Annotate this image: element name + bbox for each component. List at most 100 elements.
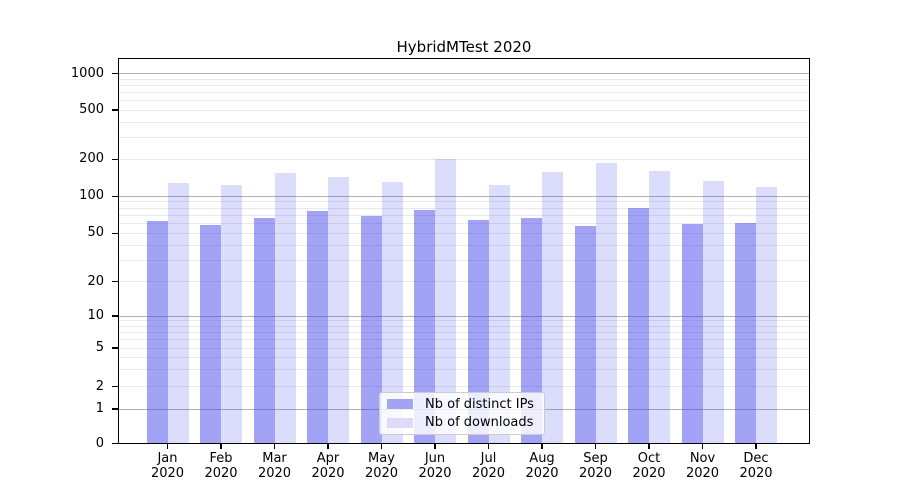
legend-label-distinct-ips: Nb of distinct IPs bbox=[425, 396, 534, 412]
y-tick-label-500: 500 bbox=[79, 102, 104, 117]
x-tick-label-jan: Jan 2020 bbox=[150, 451, 185, 481]
x-tick-label-dec: Dec 2020 bbox=[739, 451, 773, 481]
x-tick-mark bbox=[166, 444, 169, 449]
gridline-minor bbox=[119, 320, 809, 322]
x-tick-label-mar: Mar 2020 bbox=[257, 451, 292, 481]
x-tick-mark bbox=[701, 444, 704, 449]
bar-downloads-dec bbox=[756, 187, 777, 444]
bar-distinct-ips-apr bbox=[307, 210, 328, 444]
y-tick-label-2: 2 bbox=[95, 378, 104, 394]
chart-title: HybridMTest 2020 bbox=[396, 38, 532, 56]
y-tick-label-50: 50 bbox=[87, 225, 104, 241]
gridline-minor bbox=[119, 78, 809, 80]
bar-distinct-ips-jan bbox=[146, 220, 168, 444]
gridline-minor bbox=[119, 325, 809, 327]
bar-downloads-sep bbox=[595, 162, 617, 444]
gridline-minor bbox=[119, 158, 809, 160]
gridline-minor bbox=[119, 281, 809, 282]
bar-downloads-aug bbox=[542, 171, 563, 444]
x-tick-mark bbox=[380, 444, 383, 449]
legend-label-downloads: Nb of downloads bbox=[425, 415, 534, 431]
x-tick-mark bbox=[327, 444, 329, 449]
x-tick-label-aug: Aug 2020 bbox=[525, 451, 559, 481]
y-tick-mark bbox=[112, 315, 118, 317]
bar-downloads-jul bbox=[488, 185, 510, 444]
y-tick-label-20: 20 bbox=[87, 273, 104, 289]
x-tick-mark bbox=[220, 444, 222, 449]
bar-distinct-ips-nov bbox=[681, 223, 703, 444]
x-tick-label-apr: Apr 2020 bbox=[311, 451, 345, 481]
gridline-minor bbox=[119, 369, 809, 371]
gridline-minor bbox=[119, 244, 809, 246]
bar-downloads-oct bbox=[649, 171, 670, 444]
y-tick-label-1000: 1000 bbox=[70, 65, 104, 81]
x-tick-label-feb: Feb 2020 bbox=[204, 451, 238, 481]
y-tick-label-5: 5 bbox=[95, 340, 104, 355]
bar-distinct-ips-sep bbox=[574, 226, 596, 444]
bar-distinct-ips-aug bbox=[521, 218, 542, 444]
x-tick-label-jul: Jul 2020 bbox=[471, 451, 506, 481]
gridline-minor bbox=[119, 121, 809, 123]
x-tick-mark bbox=[594, 444, 597, 449]
gridline-minor bbox=[119, 91, 809, 93]
y-tick-mark bbox=[112, 442, 118, 445]
legend-swatch-distinct-ips bbox=[387, 399, 413, 410]
bar-downloads-jun bbox=[435, 159, 456, 444]
gridline-minor bbox=[119, 259, 809, 261]
x-tick-label-may: May 2020 bbox=[364, 451, 399, 481]
x-tick-mark bbox=[273, 444, 276, 449]
gridline-minor bbox=[119, 386, 809, 388]
gridline-minor bbox=[119, 109, 809, 111]
y-tick-label-100: 100 bbox=[79, 188, 104, 204]
gridline-minor bbox=[119, 331, 809, 333]
x-tick-mark bbox=[487, 444, 490, 449]
y-tick-mark bbox=[112, 109, 118, 111]
gridline-minor bbox=[119, 339, 809, 341]
x-tick-label-oct: Oct 2020 bbox=[632, 451, 666, 481]
y-tick-mark bbox=[112, 158, 118, 160]
bar-downloads-nov bbox=[702, 180, 724, 444]
bar-distinct-ips-mar bbox=[253, 217, 275, 444]
legend-item-downloads: Nb of downloads bbox=[387, 415, 544, 430]
y-tick-mark bbox=[112, 232, 118, 234]
gridline-minor bbox=[119, 99, 809, 101]
bar-downloads-may bbox=[381, 181, 403, 444]
y-tick-label-1: 1 bbox=[95, 401, 104, 416]
y-tick-label-10: 10 bbox=[87, 308, 104, 323]
y-tick-label-200: 200 bbox=[79, 151, 104, 167]
legend: Nb of distinct IPs Nb of downloads bbox=[379, 392, 545, 435]
y-tick-mark bbox=[112, 195, 118, 197]
gridline-major bbox=[119, 315, 809, 317]
bar-distinct-ips-may bbox=[360, 216, 382, 444]
y-tick-mark bbox=[112, 280, 118, 283]
x-tick-label-nov: Nov 2020 bbox=[685, 451, 720, 481]
gridline-minor bbox=[119, 136, 809, 138]
x-tick-label-sep: Sep 2020 bbox=[578, 451, 613, 481]
legend-swatch-downloads bbox=[387, 417, 413, 428]
gridline-minor bbox=[119, 214, 809, 216]
gridline-minor bbox=[119, 201, 809, 203]
bar-downloads-feb bbox=[221, 185, 242, 444]
gridline-minor bbox=[119, 347, 809, 349]
bar-distinct-ips-oct bbox=[628, 207, 649, 444]
bar-downloads-apr bbox=[328, 177, 349, 444]
y-tick-mark bbox=[112, 72, 118, 75]
gridline-minor bbox=[119, 207, 809, 209]
x-tick-mark bbox=[755, 444, 757, 449]
x-tick-mark bbox=[648, 444, 650, 449]
legend-item-distinct-ips: Nb of distinct IPs bbox=[387, 397, 544, 412]
gridline-minor bbox=[119, 232, 809, 234]
gridline-major bbox=[119, 73, 809, 74]
bar-distinct-ips-dec bbox=[735, 222, 756, 444]
bar-downloads-jan bbox=[167, 183, 189, 444]
y-tick-label-0: 0 bbox=[95, 435, 104, 451]
bar-distinct-ips-feb bbox=[200, 225, 221, 444]
gridline-minor bbox=[119, 84, 809, 86]
gridline-minor bbox=[119, 356, 809, 358]
x-tick-mark bbox=[434, 444, 436, 449]
bar-downloads-mar bbox=[274, 173, 296, 444]
gridline-major bbox=[119, 195, 809, 197]
gridline-minor bbox=[119, 223, 809, 225]
bar-distinct-ips-jun bbox=[414, 209, 435, 444]
